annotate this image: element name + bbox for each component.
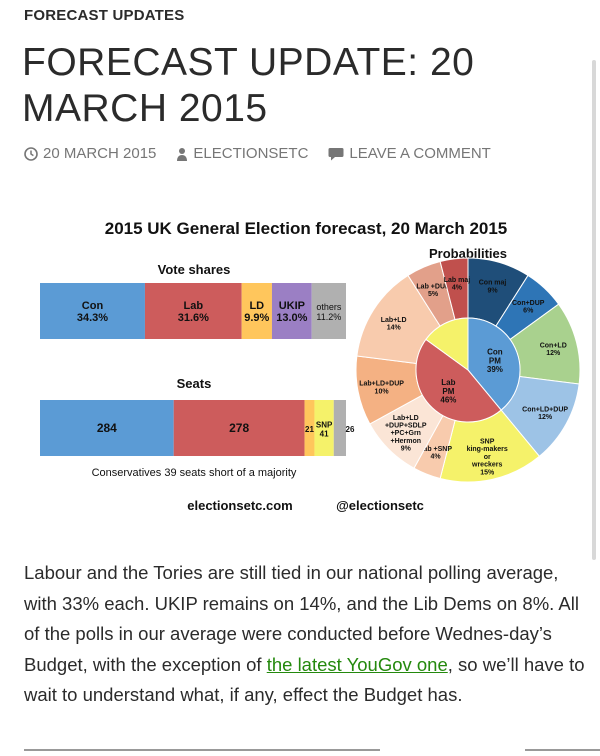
leave-comment-label: LEAVE A COMMENT <box>349 145 491 162</box>
post-title: FORECAST UPDATE: 20 MARCH 2015 <box>22 41 475 130</box>
vote-bar-con <box>40 283 145 339</box>
seats-title: Seats <box>177 376 212 391</box>
probabilities-pie: Con maj 9% Con+DUP 6% Con+LD 12% Con+LD+DUP 12%… <box>355 257 581 483</box>
pie-outer-label: Con+LD+DUP 12% <box>522 407 568 422</box>
credit-twitter: @electionsetc <box>336 498 424 513</box>
seat-label-snp: SNP 41 <box>316 421 333 439</box>
pie-outer-label: Con+LD 12% <box>540 342 567 357</box>
footer-divider <box>24 749 380 751</box>
pie-inner-label: Con PM 39% <box>487 348 503 375</box>
comment-icon <box>328 147 344 160</box>
post-date-label: 20 MARCH 2015 <box>43 145 157 162</box>
vote-bar-lab <box>144 283 242 339</box>
pie-outer-label: SNP king-makers or wreckers 15% <box>467 438 508 476</box>
pie-outer-label: Lab+LD 14% <box>381 317 407 332</box>
seat-bar-ld <box>304 400 315 456</box>
seats-bar: 284 278 21 SNP 41 26 <box>40 400 355 456</box>
vote-bar-others <box>311 283 346 339</box>
chart-title: 2015 UK General Election forecast, 20 Ma… <box>105 219 508 238</box>
seats-note: Conservatives 39 seats short of a majori… <box>92 467 297 479</box>
forecast-infographic: 2015 UK General Election forecast, 20 Ma… <box>40 219 581 513</box>
leave-comment-link[interactable]: LEAVE A COMMENT <box>328 145 491 162</box>
clock-icon <box>24 146 38 161</box>
vote-label-con: Con 34.3% <box>77 300 108 324</box>
vote-label-ld: LD 9.9% <box>244 300 269 324</box>
post-author[interactable]: ELECTIONSETC <box>176 145 308 162</box>
probabilities-title: Probabilities <box>429 246 507 261</box>
pie-outer-label: Lab maj 4% <box>444 277 471 292</box>
pie-inner-slice <box>415 338 502 423</box>
category-link[interactable]: FORECAST UPDATES <box>24 7 185 24</box>
pie-inner-label: Lab PM 46% <box>440 378 456 405</box>
footer-divider-right <box>525 749 600 751</box>
vote-share-bar: Con 34.3% Lab 31.6% LD 9.9% UKIP 13.0% others 11.… <box>40 283 346 339</box>
credit-site: electionsetc.com <box>187 498 293 513</box>
seat-bar-other <box>333 400 346 456</box>
vote-label-others: others 11.2% <box>316 302 342 322</box>
pie-outer-label: Lab+LD+DUP 10% <box>359 381 404 396</box>
pie-outer-label: Con+DUP 6% <box>512 300 545 315</box>
seat-bar-snp <box>314 400 334 456</box>
article-paragraph: Labour and the Tories are still tied in … <box>24 558 594 711</box>
pie-inner-slice <box>425 317 469 371</box>
seat-label-con: 284 <box>97 421 117 435</box>
paragraph-text-2: , so we’ll have to wait to understand wh… <box>24 653 585 706</box>
pie-inner-slice <box>467 317 521 411</box>
vote-label-ukip: UKIP 13.0% <box>276 300 307 324</box>
person-icon <box>177 147 188 161</box>
seat-label-lab: 278 <box>229 421 249 435</box>
scrollbar[interactable] <box>592 60 596 560</box>
vote-bar-ld <box>241 283 272 339</box>
pie-outer-label: Lab +DUP 5% <box>416 283 450 298</box>
pie-outer-label: Con maj 9% <box>479 280 507 295</box>
vote-label-lab: Lab 31.6% <box>178 300 209 324</box>
seat-bar-lab <box>173 400 305 456</box>
seat-bar-con <box>40 400 174 456</box>
vote-shares-title: Vote shares <box>158 262 231 277</box>
post-meta: 20 MARCH 2015 ELECTIONSETC LEAVE A COMME… <box>24 145 491 162</box>
yougov-link[interactable]: the latest YouGov one <box>266 653 448 675</box>
seat-label-other: 26 <box>346 425 355 434</box>
pie-outer-label: Lab +SNP 4% <box>419 446 452 461</box>
seat-label-ld: 21 <box>305 425 314 434</box>
post-date[interactable]: 20 MARCH 2015 <box>24 145 156 162</box>
pie-outer-label: Lab+LD +DUP+SDLP +PC+Grn +Hermon 9% <box>385 415 427 453</box>
paragraph-text-1: Labour and the Tories are still tied in … <box>24 562 579 675</box>
vote-bar-ukip <box>271 283 312 339</box>
post-author-label: ELECTIONSETC <box>193 145 309 162</box>
